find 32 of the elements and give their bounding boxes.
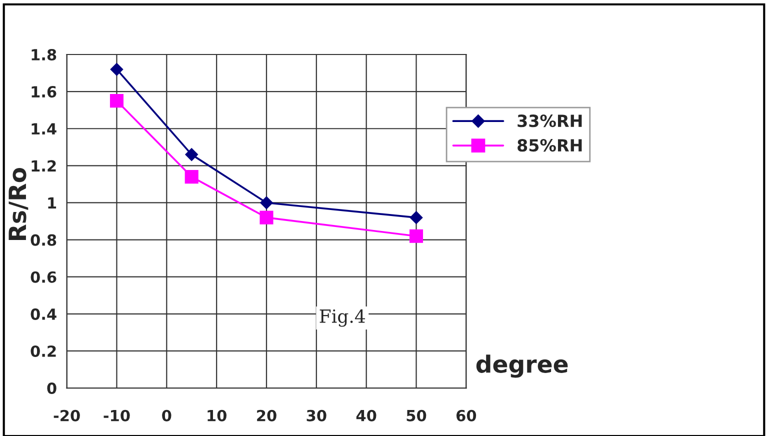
y-tick-label: 1.8 [32, 48, 56, 61]
y-tick-label: 0.2 [30, 345, 56, 357]
y-tick-label: 0 [47, 382, 56, 394]
point [110, 62, 124, 76]
point [184, 170, 198, 184]
y-tick-label: 0.4 [30, 308, 56, 320]
x-tick-label: -20 [54, 410, 80, 422]
annotation: Fig.4 [320, 309, 366, 327]
point [260, 196, 273, 210]
point [410, 211, 423, 224]
y-axis-title: Rs/Ro [8, 168, 28, 240]
y-tick-label: 1.6 [32, 86, 56, 98]
y-tick-label: 1.2 [32, 160, 56, 172]
point [185, 148, 198, 161]
point [260, 210, 274, 224]
x-tick-label: 50 [406, 410, 426, 422]
legend-label: 85%RH [518, 139, 582, 152]
x-tick-label: 60 [456, 410, 476, 422]
x-tick-label: 10 [208, 410, 226, 422]
x-tick-label: 30 [306, 410, 326, 422]
x-tick-label: -10 [104, 410, 130, 422]
x-tick-label: 40 [356, 410, 376, 422]
point [409, 229, 424, 243]
y-tick-label: 0.8 [30, 234, 56, 246]
x-tick-label: 20 [257, 410, 276, 422]
y-tick-label: 1 [48, 197, 56, 209]
legend-label: 33%RH [518, 114, 582, 128]
x-tick-label: 0 [162, 410, 172, 422]
x-axis-title: degree [476, 354, 568, 378]
point [110, 94, 124, 108]
y-tick-label: 0.6 [30, 271, 56, 283]
y-tick-label: 1.4 [32, 123, 56, 134]
